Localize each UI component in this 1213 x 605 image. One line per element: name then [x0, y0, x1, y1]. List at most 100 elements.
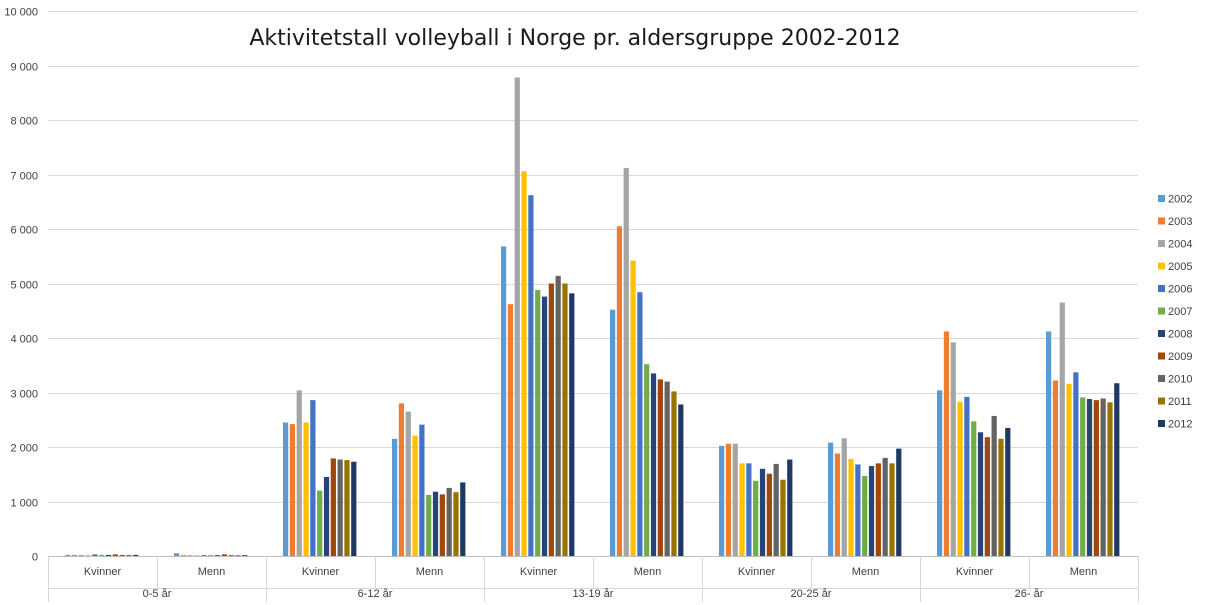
bar-2007 [426, 494, 432, 556]
bar-2010 [446, 487, 452, 557]
bar-2009 [984, 437, 990, 556]
legend-swatch-2002 [1158, 195, 1165, 202]
bar-2005 [957, 401, 963, 556]
chart-title: Aktivitetstall volleyball i Norge pr. al… [249, 26, 901, 51]
bar-2005 [194, 555, 200, 556]
legend-label: 2007 [1168, 306, 1192, 318]
bar-2006 [528, 195, 534, 556]
bar-2012 [678, 404, 684, 556]
bar-2010 [119, 554, 125, 556]
bar-2009 [439, 494, 445, 556]
bar-2006 [92, 554, 98, 556]
legend-swatch-2008 [1158, 330, 1165, 337]
bar-2006 [310, 400, 316, 556]
bar-2012 [133, 554, 139, 556]
legend-swatch-2004 [1158, 240, 1165, 247]
x-group-label: 13-19 år [573, 588, 614, 600]
bar-2002 [828, 442, 834, 556]
bar-2009 [112, 554, 118, 556]
bar-2007 [753, 480, 759, 556]
legend-swatch-2011 [1158, 397, 1165, 405]
bar-2012 [1114, 383, 1120, 556]
bar-2010 [991, 415, 997, 556]
bar-2007 [99, 554, 105, 556]
bar-2005 [303, 422, 309, 556]
bar-2008 [759, 468, 766, 556]
bar-2002 [1046, 331, 1052, 556]
bar-2011 [671, 391, 677, 556]
legend-swatch-2005 [1158, 262, 1165, 270]
bar-2006 [964, 396, 970, 556]
bar-2011 [780, 479, 786, 556]
y-tick-label: 1 000 [10, 498, 38, 510]
bar-2002 [65, 554, 71, 556]
bar-2005 [412, 435, 418, 556]
bars [65, 77, 1120, 557]
bar-2004 [623, 167, 629, 556]
bar-2005 [85, 554, 91, 556]
bar-2005 [521, 171, 527, 557]
x-group-label: 0-5 år [143, 588, 172, 600]
bar-2012 [242, 555, 248, 556]
y-tick-label: 6 000 [10, 225, 38, 237]
x-group-label: 26- år [1015, 588, 1044, 600]
bar-2008 [541, 296, 548, 556]
y-axis-ticks: 0 1 000 2 000 3 000 4 000 5 000 6 000 7 000 8 00… [4, 7, 38, 564]
bar-2009 [875, 463, 881, 556]
bar-2002 [719, 445, 725, 556]
bar-2011 [1107, 402, 1113, 556]
bar-2002 [610, 309, 616, 556]
bar-2008 [214, 555, 221, 556]
x-category-label: Menn [852, 566, 880, 578]
bar-2004 [296, 390, 302, 556]
bar-2003 [616, 226, 623, 556]
x-category-label: Menn [416, 566, 444, 578]
bar-2009 [766, 473, 772, 556]
bar-2009 [221, 554, 227, 556]
legend: 2002 2003 2004 2005 2006 2007 2008 2009 2010 2011… [1158, 194, 1192, 431]
x-category-label: Menn [198, 566, 226, 578]
bar-2010 [228, 555, 234, 556]
x-group-label: 20-25 år [791, 588, 832, 600]
bar-2005 [630, 260, 636, 556]
legend-label: 2009 [1168, 351, 1192, 363]
legend-swatch-2009 [1158, 352, 1165, 360]
bar-2008 [1086, 399, 1093, 556]
x-category-label: Kvinner [84, 566, 122, 578]
bar-2011 [235, 555, 241, 556]
y-tick-label: 5 000 [10, 280, 38, 292]
legend-swatch-2010 [1158, 375, 1165, 382]
legend-swatch-2003 [1158, 217, 1165, 225]
bar-2004 [732, 443, 738, 556]
bar-2004 [405, 411, 411, 556]
bar-2009 [548, 283, 554, 556]
bar-2003 [180, 555, 187, 556]
bar-2010 [555, 275, 561, 556]
y-tick-label: 8 000 [10, 116, 38, 128]
bar-2007 [862, 475, 868, 556]
x-axis: Kvinner Menn Kvinner Menn Kvinner Menn Kvinner… [48, 556, 1139, 602]
bar-2010 [1100, 398, 1106, 556]
bar-2004 [950, 342, 956, 556]
x-group-label: 6-12 år [358, 588, 393, 600]
y-tick-label: 0 [32, 552, 38, 564]
bar-2012 [351, 461, 357, 556]
legend-label: 2011 [1168, 396, 1192, 408]
bar-2003 [725, 443, 732, 556]
bar-2012 [787, 459, 793, 556]
bar-2011 [344, 460, 350, 556]
y-tick-label: 9 000 [10, 62, 38, 74]
x-category-label: Kvinner [956, 566, 994, 578]
x-category-label: Kvinner [520, 566, 558, 578]
bar-2009 [330, 458, 336, 556]
bar-2010 [773, 463, 779, 556]
bar-2010 [664, 381, 670, 556]
bar-2007 [317, 490, 323, 556]
bar-2004 [187, 555, 193, 556]
bar-2003 [398, 403, 405, 556]
legend-label: 2005 [1168, 261, 1192, 273]
bar-2008 [977, 432, 984, 556]
y-tick-label: 7 000 [10, 171, 38, 183]
bar-2012 [569, 293, 575, 556]
